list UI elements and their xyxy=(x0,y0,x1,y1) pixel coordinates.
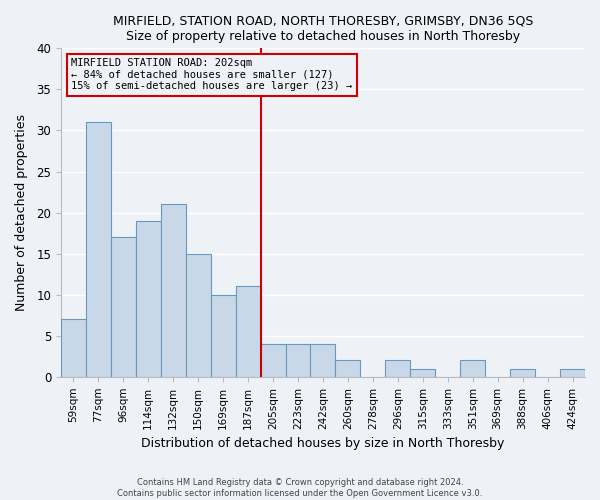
Bar xyxy=(236,286,260,377)
Text: MIRFIELD STATION ROAD: 202sqm
← 84% of detached houses are smaller (127)
15% of : MIRFIELD STATION ROAD: 202sqm ← 84% of d… xyxy=(71,58,353,92)
Bar xyxy=(410,368,435,377)
Text: Contains HM Land Registry data © Crown copyright and database right 2024.
Contai: Contains HM Land Registry data © Crown c… xyxy=(118,478,482,498)
Bar xyxy=(161,204,186,377)
Bar xyxy=(286,344,310,377)
Bar xyxy=(510,368,535,377)
Bar xyxy=(310,344,335,377)
X-axis label: Distribution of detached houses by size in North Thoresby: Distribution of detached houses by size … xyxy=(141,437,505,450)
Bar xyxy=(61,320,86,377)
Bar xyxy=(86,122,111,377)
Title: MIRFIELD, STATION ROAD, NORTH THORESBY, GRIMSBY, DN36 5QS
Size of property relat: MIRFIELD, STATION ROAD, NORTH THORESBY, … xyxy=(113,15,533,43)
Bar xyxy=(260,344,286,377)
Bar xyxy=(385,360,410,377)
Bar xyxy=(560,368,585,377)
Bar xyxy=(186,254,211,377)
Bar xyxy=(335,360,361,377)
Bar xyxy=(211,294,236,377)
Bar xyxy=(136,221,161,377)
Bar xyxy=(111,237,136,377)
Y-axis label: Number of detached properties: Number of detached properties xyxy=(15,114,28,311)
Bar xyxy=(460,360,485,377)
